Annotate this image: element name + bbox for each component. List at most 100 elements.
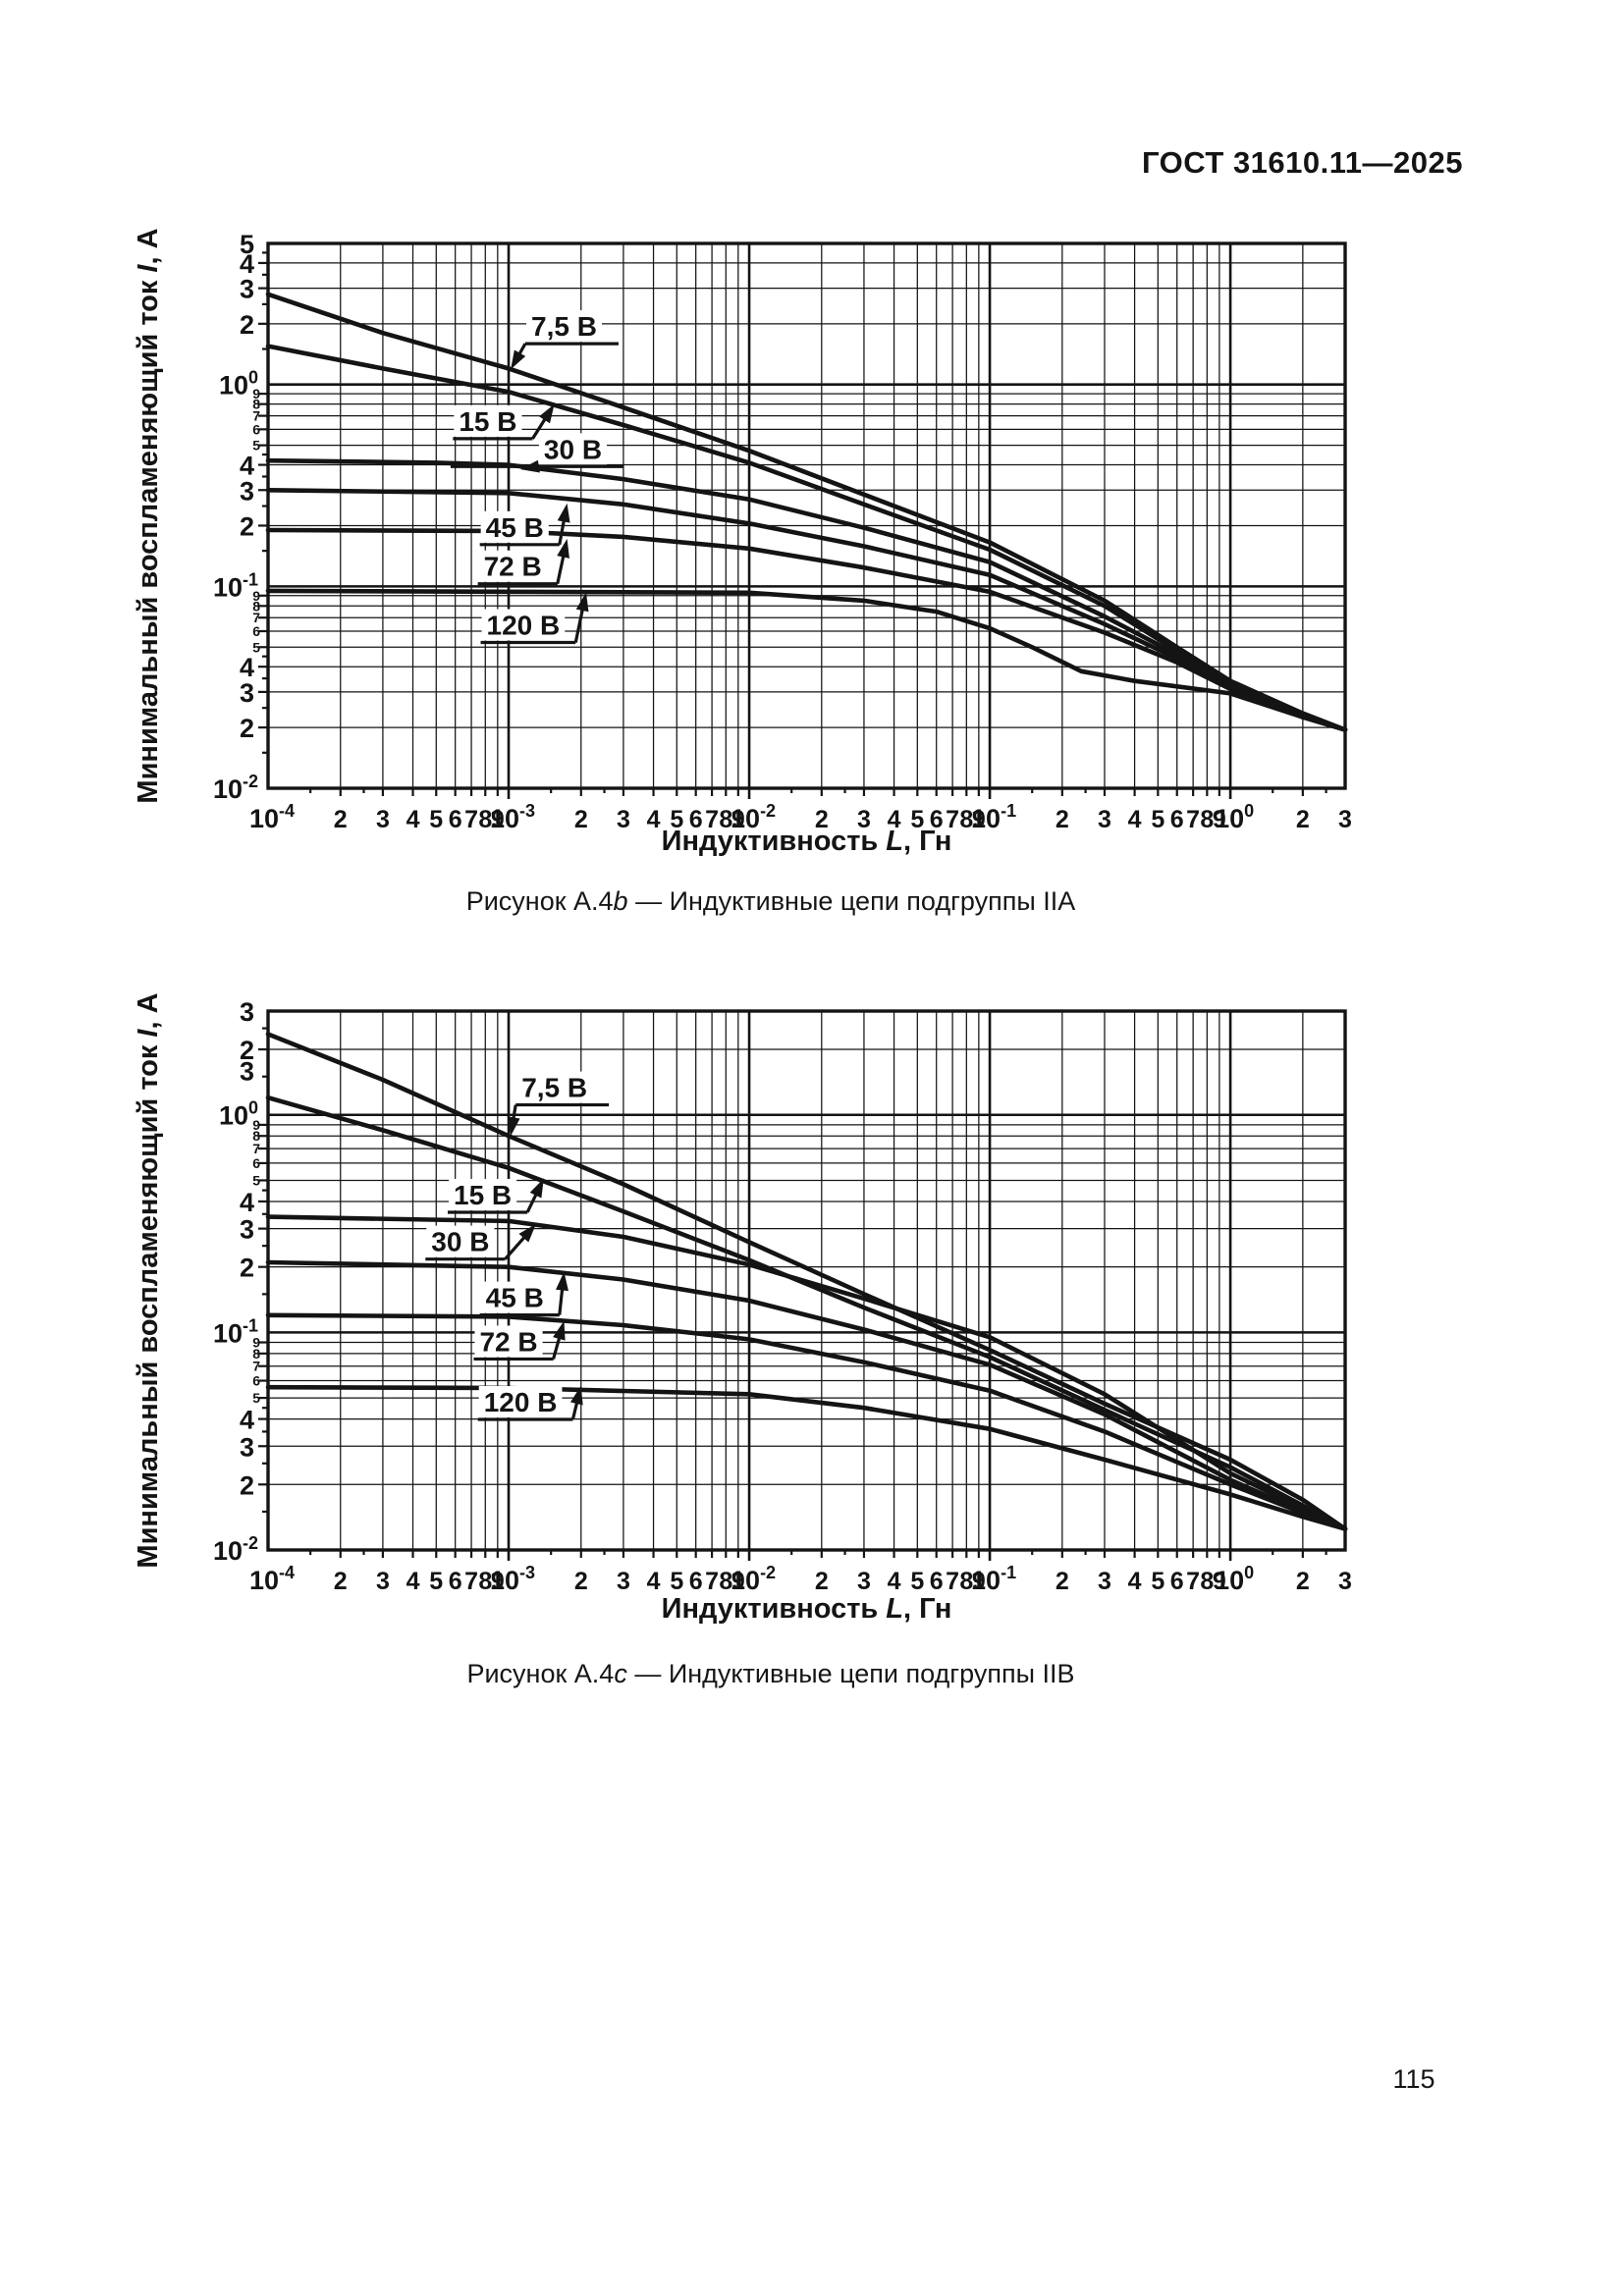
x-tick: 9 xyxy=(491,1568,505,1595)
curve-label-bg xyxy=(478,550,547,582)
x-tick: 7 xyxy=(1186,806,1200,833)
x-tick: 4 xyxy=(647,806,661,833)
x-tick: 2 xyxy=(1296,806,1310,833)
curves xyxy=(265,1032,1348,1531)
x-tick: 5 xyxy=(910,806,924,833)
x-tick: 8 xyxy=(1200,1568,1214,1595)
x-tick: 2 xyxy=(1296,1568,1310,1595)
curve-label: 45 В xyxy=(486,512,544,543)
curve-72 В xyxy=(265,527,1348,732)
x-tick: 3 xyxy=(1098,806,1111,833)
caption-prefix: Рисунок А.4 xyxy=(466,1659,615,1688)
y-tick-minor: 9 xyxy=(252,1117,260,1133)
curve-label-bg xyxy=(474,1325,543,1358)
y-tick: 3 xyxy=(240,1215,254,1245)
y-tick-minor: 6 xyxy=(252,1373,260,1389)
y-tick: 3 xyxy=(240,997,254,1027)
curve-72 В xyxy=(265,1312,1348,1531)
curve-label-bg xyxy=(516,1071,593,1103)
figure-a4c-caption: Рисунок А.4c — Индуктивные цепи подгрупп… xyxy=(118,1659,1424,1689)
x-tick: 5 xyxy=(670,1568,683,1595)
x-tick: 7 xyxy=(464,806,478,833)
y-tick-minor: 9 xyxy=(252,1335,260,1351)
x-tick: 6 xyxy=(930,806,944,833)
x-tick: 2 xyxy=(815,1568,829,1595)
y-tick: 2 xyxy=(240,511,254,541)
x-tick: 5 xyxy=(1151,806,1164,833)
x-tick-decade: 10-4 xyxy=(249,801,295,833)
y-tick-minor: 7 xyxy=(252,610,260,625)
curve-label: 30 В xyxy=(544,434,602,464)
x-tick: 4 xyxy=(888,1568,901,1595)
curve-7,5 В xyxy=(265,1032,1348,1531)
curve-label-bg xyxy=(480,510,549,543)
x-tick: 9 xyxy=(491,806,505,833)
x-tick: 4 xyxy=(1128,806,1142,833)
x-tick: 9 xyxy=(972,806,986,833)
x-tick: 8 xyxy=(478,806,492,833)
x-tick: 4 xyxy=(888,806,901,833)
curve-15 В xyxy=(265,1095,1348,1531)
curves xyxy=(265,292,1348,732)
caption-letter: c xyxy=(614,1659,627,1688)
x-tick: 8 xyxy=(719,1568,732,1595)
x-tick: 7 xyxy=(1186,1568,1200,1595)
x-tick: 2 xyxy=(1056,1568,1069,1595)
y-tick-minor: 8 xyxy=(252,397,260,412)
x-tick: 3 xyxy=(376,806,390,833)
x-tick: 6 xyxy=(930,1568,944,1595)
x-tick: 9 xyxy=(1213,1568,1226,1595)
x-tick: 6 xyxy=(689,1568,703,1595)
caption-prefix: Рисунок А.4 xyxy=(465,886,614,916)
plot-frame xyxy=(258,241,1347,799)
y-tick-minor: 5 xyxy=(252,438,260,454)
axis-titles: Индуктивность L, Гн Минимальный воспламен… xyxy=(133,228,951,857)
curve-label: 120 В xyxy=(487,611,561,641)
x-tick: 4 xyxy=(406,1568,420,1595)
x-tick: 7 xyxy=(705,806,719,833)
x-tick: 9 xyxy=(1213,806,1226,833)
x-tick: 2 xyxy=(1056,806,1069,833)
x-tick: 8 xyxy=(1200,806,1214,833)
x-tick: 9 xyxy=(972,1568,986,1595)
curve-label: 72 В xyxy=(479,1326,537,1357)
y-tick: 3 xyxy=(240,1057,254,1087)
x-tick: 3 xyxy=(857,806,871,833)
y-tick: 4 xyxy=(240,249,254,279)
y-tick: 4 xyxy=(240,653,254,682)
page-number: 115 xyxy=(1392,2064,1435,2094)
x-tick: 5 xyxy=(429,806,443,833)
x-tick-decade: 10-1 xyxy=(971,1563,1016,1595)
x-tick: 7 xyxy=(464,1568,478,1595)
curve-label-bg xyxy=(526,310,602,343)
y-tick-minor: 6 xyxy=(252,1155,260,1171)
y-tick-decade: 100 xyxy=(219,368,258,400)
y-tick-minor: 7 xyxy=(252,1359,260,1374)
x-tick: 3 xyxy=(1338,1568,1352,1595)
y-tick-decade: 100 xyxy=(219,1098,258,1131)
y-tick: 4 xyxy=(240,1188,254,1217)
x-tick: 3 xyxy=(857,1568,871,1595)
curve-7,5 В xyxy=(265,292,1348,732)
y-tick-minor: 9 xyxy=(252,588,260,604)
y-tick-minor: 8 xyxy=(252,598,260,614)
y-tick: 2 xyxy=(240,1254,254,1283)
y-tick: 3 xyxy=(240,678,254,708)
x-tick-decade: 10-4 xyxy=(249,1563,295,1595)
x-tick: 7 xyxy=(946,1568,959,1595)
x-tick: 2 xyxy=(815,806,829,833)
x-tick: 6 xyxy=(1170,1568,1184,1595)
x-tick-decade: 10-2 xyxy=(731,801,776,833)
x-tick: 5 xyxy=(429,1568,443,1595)
y-axis-title: Минимальный воспламеняющий ток I, А xyxy=(133,992,164,1568)
x-tick: 8 xyxy=(959,806,973,833)
y-tick-minor: 8 xyxy=(252,1346,260,1362)
x-tick: 5 xyxy=(670,806,683,833)
y-tick: 2 xyxy=(240,714,254,743)
curve-120 В xyxy=(265,1384,1348,1531)
curve-label: 30 В xyxy=(431,1227,489,1257)
x-tick: 2 xyxy=(334,806,348,833)
curve-label-bg xyxy=(538,433,608,465)
